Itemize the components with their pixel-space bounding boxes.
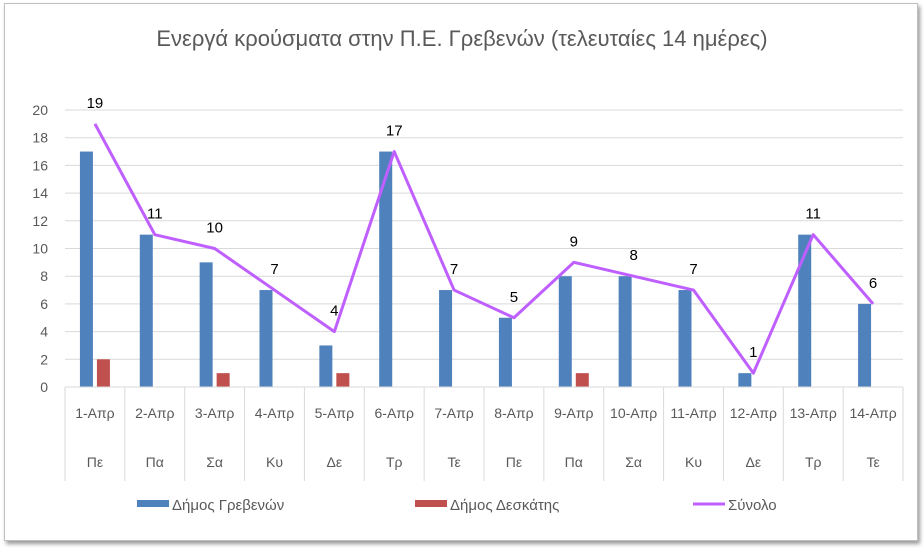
x-day-label: Τρ bbox=[386, 454, 403, 470]
x-day-label: Σα bbox=[625, 454, 642, 470]
x-tick-label: 2-Απρ bbox=[135, 405, 174, 421]
y-tick-label: 10 bbox=[32, 241, 48, 257]
bar-grevena bbox=[798, 234, 812, 387]
data-label: 4 bbox=[330, 303, 338, 320]
x-tick-label: 11-Απρ bbox=[670, 405, 716, 421]
bar-grevena bbox=[79, 151, 93, 387]
data-label: 1 bbox=[749, 344, 757, 361]
y-tick-label: 2 bbox=[40, 351, 48, 367]
bar-grevena bbox=[139, 234, 153, 387]
data-label: 6 bbox=[869, 275, 877, 292]
data-label: 17 bbox=[386, 123, 403, 140]
x-tick-label: 10-Απρ bbox=[610, 405, 657, 421]
x-day-label: Κυ bbox=[685, 454, 702, 470]
x-tick-label: 3-Απρ bbox=[195, 405, 234, 421]
y-tick-label: 14 bbox=[32, 185, 48, 201]
bar-deskati bbox=[575, 373, 589, 387]
data-label: 7 bbox=[689, 261, 697, 278]
x-day-label: Πε bbox=[87, 454, 103, 470]
x-tick-label: 8-Απρ bbox=[494, 405, 533, 421]
y-tick-label: 8 bbox=[40, 268, 48, 284]
x-tick-label: 1-Απρ bbox=[75, 405, 114, 421]
x-day-label: Δε bbox=[746, 454, 762, 470]
bar-grevena bbox=[498, 317, 512, 387]
x-tick-label: 14-Απρ bbox=[849, 405, 896, 421]
x-tick-label: 9-Απρ bbox=[554, 405, 593, 421]
y-tick-label: 16 bbox=[32, 157, 48, 173]
total-line bbox=[93, 123, 875, 375]
bar-deskati bbox=[96, 359, 110, 387]
data-label: 7 bbox=[450, 261, 458, 278]
bar-grevena bbox=[558, 276, 572, 387]
bar-deskati bbox=[216, 373, 230, 387]
chart-title: Ενεργά κρούσματα στην Π.Ε. Γρεβενών (τελ… bbox=[156, 26, 767, 51]
x-day-label: Δε bbox=[327, 454, 343, 470]
y-tick-label: 0 bbox=[40, 379, 48, 395]
x-day-label: Τρ bbox=[805, 454, 822, 470]
data-label: 19 bbox=[87, 95, 104, 112]
y-tick-label: 4 bbox=[40, 324, 48, 340]
legend-swatch bbox=[415, 500, 447, 507]
data-label: 5 bbox=[510, 289, 518, 306]
legend-swatch bbox=[137, 500, 169, 507]
bar-grevena bbox=[678, 290, 692, 387]
data-label: 11 bbox=[147, 206, 163, 223]
x-tick-label: 5-Απρ bbox=[315, 405, 354, 421]
x-day-label: Σα bbox=[206, 454, 223, 470]
x-tick-label: 7-Απρ bbox=[434, 405, 473, 421]
data-label: 7 bbox=[270, 261, 278, 278]
y-tick-label: 6 bbox=[40, 296, 48, 312]
data-label: 9 bbox=[570, 233, 578, 250]
bar-grevena bbox=[738, 373, 752, 387]
bar-grevena bbox=[439, 290, 453, 387]
x-tick-label: 6-Απρ bbox=[375, 405, 414, 421]
legend-label: Σύνολο bbox=[728, 497, 777, 514]
x-day-label: Κυ bbox=[266, 454, 283, 470]
x-day-label: Πα bbox=[146, 454, 164, 470]
bar-grevena bbox=[379, 151, 393, 387]
data-label: 11 bbox=[805, 206, 821, 223]
y-tick-label: 20 bbox=[32, 102, 48, 118]
x-day-label: Πε bbox=[506, 454, 522, 470]
y-tick-label: 12 bbox=[32, 213, 48, 229]
bar-grevena bbox=[259, 290, 273, 387]
x-tick-label: 13-Απρ bbox=[790, 405, 837, 421]
x-day-label: Πα bbox=[565, 454, 583, 470]
chart-frame bbox=[4, 3, 918, 541]
legend-label: Δήμος Γρεβενών bbox=[172, 497, 284, 514]
bar-grevena bbox=[858, 303, 872, 387]
x-tick-label: 12-Απρ bbox=[730, 405, 777, 421]
bar-grevena bbox=[319, 345, 333, 387]
bar-grevena bbox=[199, 262, 213, 387]
x-day-label: Τε bbox=[447, 454, 460, 470]
bar-deskati bbox=[336, 373, 350, 387]
data-label: 8 bbox=[629, 247, 637, 264]
x-day-label: Τε bbox=[866, 454, 879, 470]
bar-grevena bbox=[618, 276, 632, 387]
data-label: 10 bbox=[206, 220, 223, 237]
x-tick-label: 4-Απρ bbox=[255, 405, 294, 421]
legend-label: Δήμος Δεσκάτης bbox=[450, 497, 559, 514]
y-tick-label: 18 bbox=[32, 130, 48, 146]
